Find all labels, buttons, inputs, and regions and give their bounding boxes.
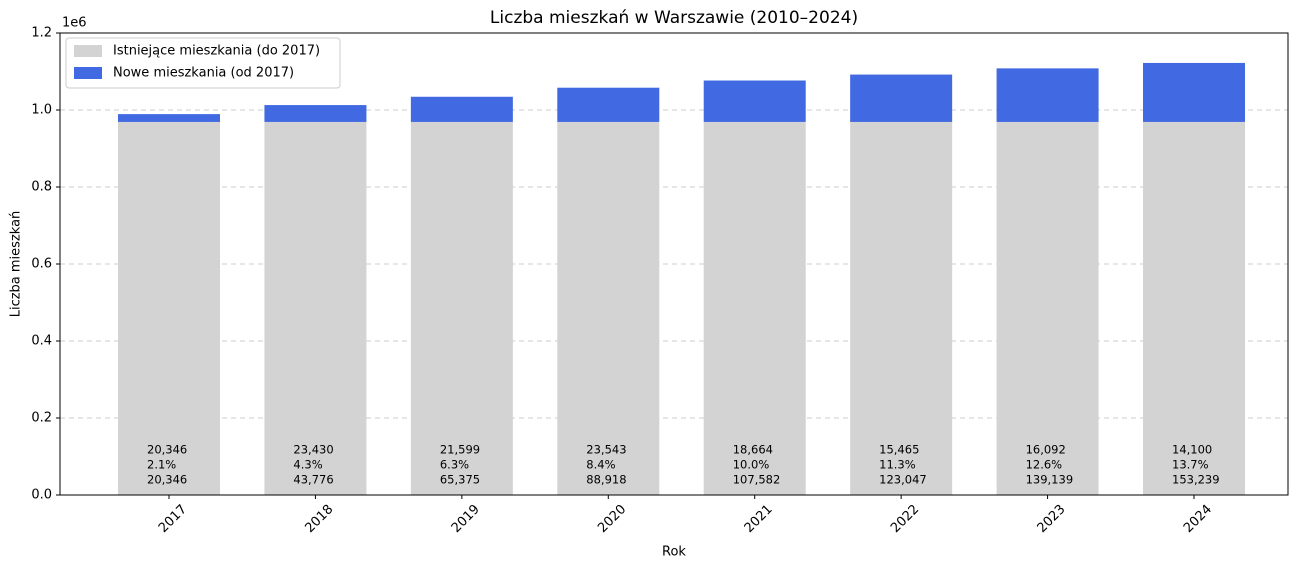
data-label: 12.6% <box>1026 458 1063 472</box>
data-label: 65,375 <box>440 473 480 487</box>
x-axis-label: Rok <box>662 545 686 560</box>
x-tick-label: 2017 <box>156 502 190 536</box>
data-label: 21,599 <box>440 443 480 457</box>
data-label: 20,346 <box>147 443 187 457</box>
data-label: 10.0% <box>733 458 770 472</box>
data-label: 16,092 <box>1026 443 1066 457</box>
data-label: 23,543 <box>586 443 626 457</box>
data-label: 13.7% <box>1172 458 1209 472</box>
x-tick-label: 2020 <box>595 502 629 536</box>
legend: Istniejące mieszkania (do 2017) Nowe mies… <box>65 37 341 89</box>
data-label: 15,465 <box>879 443 919 457</box>
legend-label: Istniejące mieszkania (do 2017) <box>113 44 320 59</box>
data-label: 20,346 <box>147 473 187 487</box>
y-tick-label: 0.2 <box>31 411 52 426</box>
data-label: 4.3% <box>293 458 322 472</box>
y-tick-label: 1.2 <box>31 26 52 41</box>
plot-frame <box>59 32 1289 496</box>
data-label: 11.3% <box>879 458 916 472</box>
y-tick-label: 0.8 <box>31 180 52 195</box>
bar-segment <box>703 121 806 495</box>
data-label: 6.3% <box>440 458 469 472</box>
data-label: 18,664 <box>733 443 773 457</box>
bar-segment <box>410 121 513 495</box>
data-label: 123,047 <box>879 473 927 487</box>
y-tick-label: 0.4 <box>31 334 52 349</box>
bar-segment <box>996 121 1099 495</box>
legend-swatch <box>74 45 102 57</box>
y-tick-label: 0.6 <box>31 257 52 272</box>
x-tick-label: 2023 <box>1035 502 1069 536</box>
data-label: 8.4% <box>586 458 615 472</box>
y-tick-label: 1.0 <box>31 103 52 118</box>
bar-segment <box>118 121 220 495</box>
bar-segment <box>264 105 367 122</box>
bar-segment <box>557 87 660 122</box>
bar-segment <box>264 121 367 495</box>
data-label: 14,100 <box>1172 443 1212 457</box>
x-tick-label: 2024 <box>1181 502 1215 536</box>
bar-segment <box>850 121 953 495</box>
bar-segment <box>850 74 953 122</box>
legend-box <box>65 37 341 89</box>
data-label: 107,582 <box>733 473 781 487</box>
bar-segment <box>410 96 513 122</box>
y-tick-label: 0.0 <box>31 488 52 503</box>
bar-segment <box>996 68 1099 122</box>
x-tick-label: 2022 <box>888 502 922 536</box>
legend-swatch <box>74 67 102 79</box>
data-label: 23,430 <box>293 443 333 457</box>
y-axis-label: Liczba mieszkań <box>9 211 24 318</box>
data-label: 88,918 <box>586 473 626 487</box>
data-label: 43,776 <box>293 473 333 487</box>
x-tick-label: 2019 <box>449 502 483 536</box>
data-label: 153,239 <box>1172 473 1220 487</box>
x-tick-label: 2021 <box>742 502 776 536</box>
chart-title: Liczba mieszkań w Warszawie (2010–2024) <box>490 8 858 28</box>
y-offset-label: 1e6 <box>62 16 87 31</box>
x-tick-label: 2018 <box>302 502 336 536</box>
legend-label: Nowe mieszkania (od 2017) <box>113 66 294 81</box>
data-label: 139,139 <box>1026 473 1074 487</box>
bar-segment <box>557 121 660 495</box>
bar-segment <box>118 114 220 122</box>
data-label: 2.1% <box>147 458 176 472</box>
bar-segment <box>703 80 806 122</box>
bar-segment <box>1143 62 1246 122</box>
bar-segment <box>1143 121 1246 495</box>
